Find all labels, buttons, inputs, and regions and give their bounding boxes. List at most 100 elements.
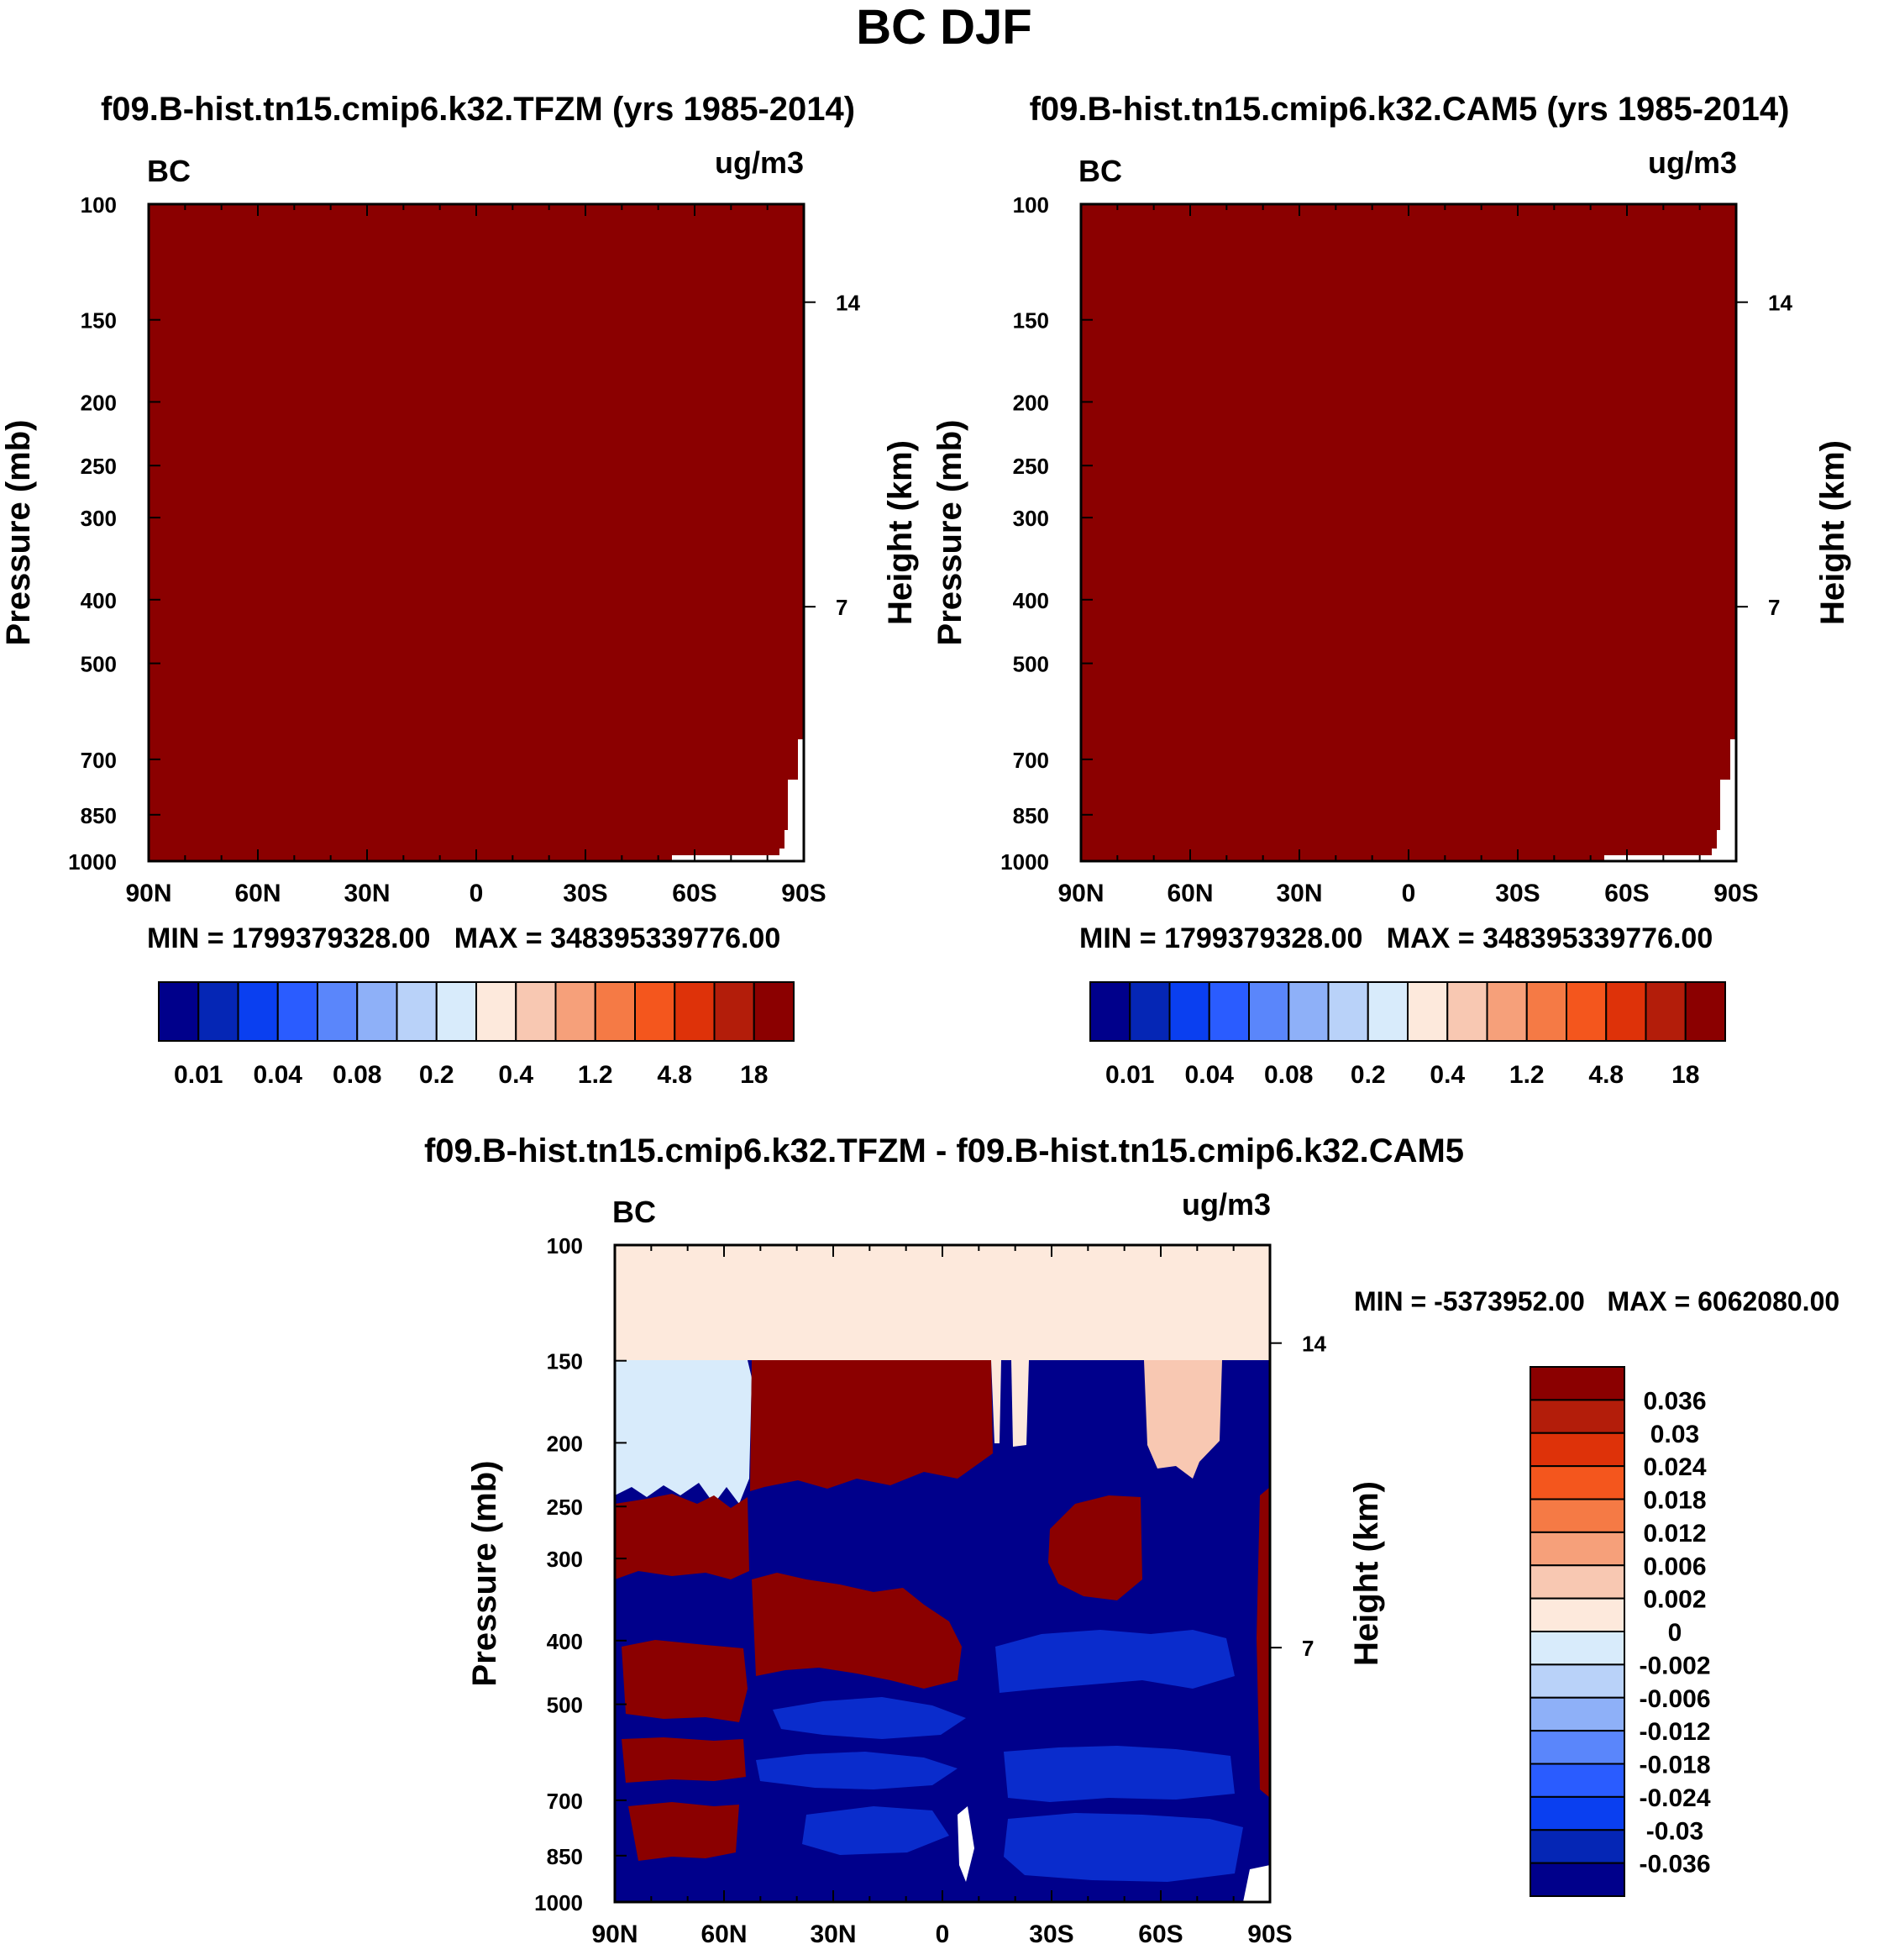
panel1-var-label: BC <box>147 154 191 188</box>
colorbar-swatch <box>237 981 279 1042</box>
colorbar-swatch <box>1129 981 1171 1042</box>
y-tick-label: 500 <box>1013 652 1049 677</box>
colorbar-swatch <box>1530 1696 1625 1732</box>
y-tick-label: 500 <box>81 652 117 677</box>
colorbar-swatch <box>197 981 239 1042</box>
colorbar-swatch <box>1208 981 1250 1042</box>
panel3-var-label: BC <box>612 1195 656 1229</box>
colorbar-swatch <box>1530 1531 1625 1567</box>
diff-upper-layer <box>615 1245 1270 1360</box>
colorbar-swatch <box>1327 981 1369 1042</box>
diff-blue-band4 <box>1004 1746 1235 1802</box>
colorbar-swatch <box>1288 981 1330 1042</box>
colorbar-label: 18 <box>740 1061 768 1089</box>
colorbar-swatch <box>1530 1564 1625 1600</box>
panel3-colorbar: 0.036 0.03 0.024 0.018 0.012 0.006 0.002 0 -0.00… <box>1530 1366 1711 1897</box>
panel2-units-label: ug/m3 <box>1648 145 1737 180</box>
x-tick-label: 90N <box>125 880 171 907</box>
x-tick-label: 60S <box>672 880 716 907</box>
x-tick-label: 30N <box>344 880 390 907</box>
colorbar-swatch <box>594 981 636 1042</box>
colorbar-label: 4.8 <box>1588 1061 1624 1089</box>
colorbar-swatch <box>1530 1498 1625 1533</box>
y-tick-label: 300 <box>1013 506 1049 531</box>
y-tick-label: 850 <box>81 803 117 828</box>
colorbar-swatch <box>1530 1730 1625 1765</box>
panel1-colorbar: 0.01 0.04 0.08 0.2 0.4 1.2 4.8 18 <box>158 981 795 1089</box>
colorbar-label: 0.4 <box>498 1061 533 1089</box>
diff-red-lat90s-strip <box>1257 1487 1270 1798</box>
panel3-ylabel: Pressure (mb) <box>466 1461 503 1687</box>
panel2-ylabel: Pressure (mb) <box>931 420 968 646</box>
diff-blue-band2 <box>773 1697 966 1739</box>
colorbar-swatch <box>674 981 716 1042</box>
y-tick-label: 700 <box>547 1789 583 1814</box>
y-tick-label: 400 <box>81 588 117 613</box>
panel1-missing-region <box>672 739 804 861</box>
panel3-stats: MIN = -5373952.00 MAX = 6062080.00 <box>1354 1286 1839 1316</box>
panel1-field <box>149 204 804 861</box>
panel2-colorbar: 0.01 0.04 0.08 0.2 0.4 1.2 4.8 18 <box>1089 981 1726 1089</box>
panel2-ylabel-right: Height (km) <box>1814 440 1851 625</box>
y-right-tick-label: 7 <box>836 595 847 620</box>
colorbar-swatch <box>1168 981 1210 1042</box>
colorbar-label: -0.03 <box>1646 1817 1703 1845</box>
diff-white-gap-se <box>1243 1865 1270 1902</box>
colorbar-swatch <box>634 981 676 1042</box>
colorbar-label: 0 <box>1668 1619 1682 1647</box>
colorbar-swatch <box>753 981 795 1042</box>
y-tick-label: 250 <box>81 454 117 479</box>
panel3-title: f09.B-hist.tn15.cmip6.k32.TFZM - f09.B-h… <box>424 1132 1464 1169</box>
y-tick-label: 850 <box>1013 803 1049 828</box>
colorbar-swatch <box>1530 1465 1625 1500</box>
y-right-tick-label: 14 <box>1768 291 1792 316</box>
x-tick-label: 90N <box>591 1921 638 1948</box>
colorbar-label: -0.006 <box>1639 1685 1710 1713</box>
diff-white-gap-eq <box>958 1806 974 1882</box>
y-tick-label: 100 <box>81 192 117 218</box>
colorbar-label: 0.08 <box>333 1061 381 1089</box>
colorbar-label: 0.012 <box>1643 1520 1706 1548</box>
x-tick-label: 30S <box>563 880 607 907</box>
x-tick-label: 0 <box>936 1921 950 1948</box>
panel1-stats: MIN = 1799379328.00 MAX = 348395339776.0… <box>147 922 780 954</box>
colorbar-swatch <box>1530 1631 1625 1666</box>
y-tick-label: 1000 <box>68 849 117 875</box>
colorbar-swatch <box>356 981 398 1042</box>
colorbar-swatch <box>515 981 557 1042</box>
colorbar-label: 1.2 <box>1509 1061 1545 1089</box>
colorbar-label: -0.036 <box>1639 1851 1710 1879</box>
colorbar-swatch <box>158 981 200 1042</box>
colorbar-label: 0.018 <box>1643 1487 1706 1515</box>
colorbar-swatch <box>1530 1663 1625 1699</box>
colorbar-swatch <box>1605 981 1647 1042</box>
panel2-var-label: BC <box>1078 154 1122 188</box>
y-tick-label: 300 <box>547 1547 583 1572</box>
y-tick-label: 150 <box>1013 308 1049 334</box>
x-tick-label: 60S <box>1604 880 1649 907</box>
colorbar-swatch <box>1525 981 1567 1042</box>
colorbar-label: 0.006 <box>1643 1553 1706 1580</box>
panel3-plot: 90N 60N 30N 0 30S 60S 90S 100 150 200 250 300 400 500… <box>534 1233 1326 1948</box>
diff-red-south-blob <box>1048 1495 1142 1600</box>
y-right-tick-label: 14 <box>836 291 860 316</box>
colorbar-label: 0.2 <box>1351 1061 1386 1089</box>
diff-red-850 <box>628 1802 739 1861</box>
y-tick-label: 100 <box>1013 192 1049 218</box>
panel3-ylabel-right: Height (km) <box>1348 1481 1385 1666</box>
y-tick-label: 150 <box>81 308 117 334</box>
diff-peach-gap2 <box>1011 1360 1029 1447</box>
colorbar-swatch <box>713 981 755 1042</box>
panel2-field <box>1081 204 1736 861</box>
colorbar-swatch <box>1530 1399 1625 1434</box>
colorbar-swatch <box>1530 1366 1625 1401</box>
diff-peach-south <box>1144 1360 1222 1479</box>
colorbar-label: 0.03 <box>1650 1421 1699 1448</box>
colorbar-swatch <box>1089 981 1131 1042</box>
diff-red-500 <box>622 1640 748 1722</box>
panel2-missing-region <box>1604 739 1736 861</box>
colorbar-label: 0.01 <box>1105 1061 1154 1089</box>
y-tick-label: 400 <box>547 1629 583 1654</box>
colorbar-label: 0.04 <box>254 1061 303 1089</box>
